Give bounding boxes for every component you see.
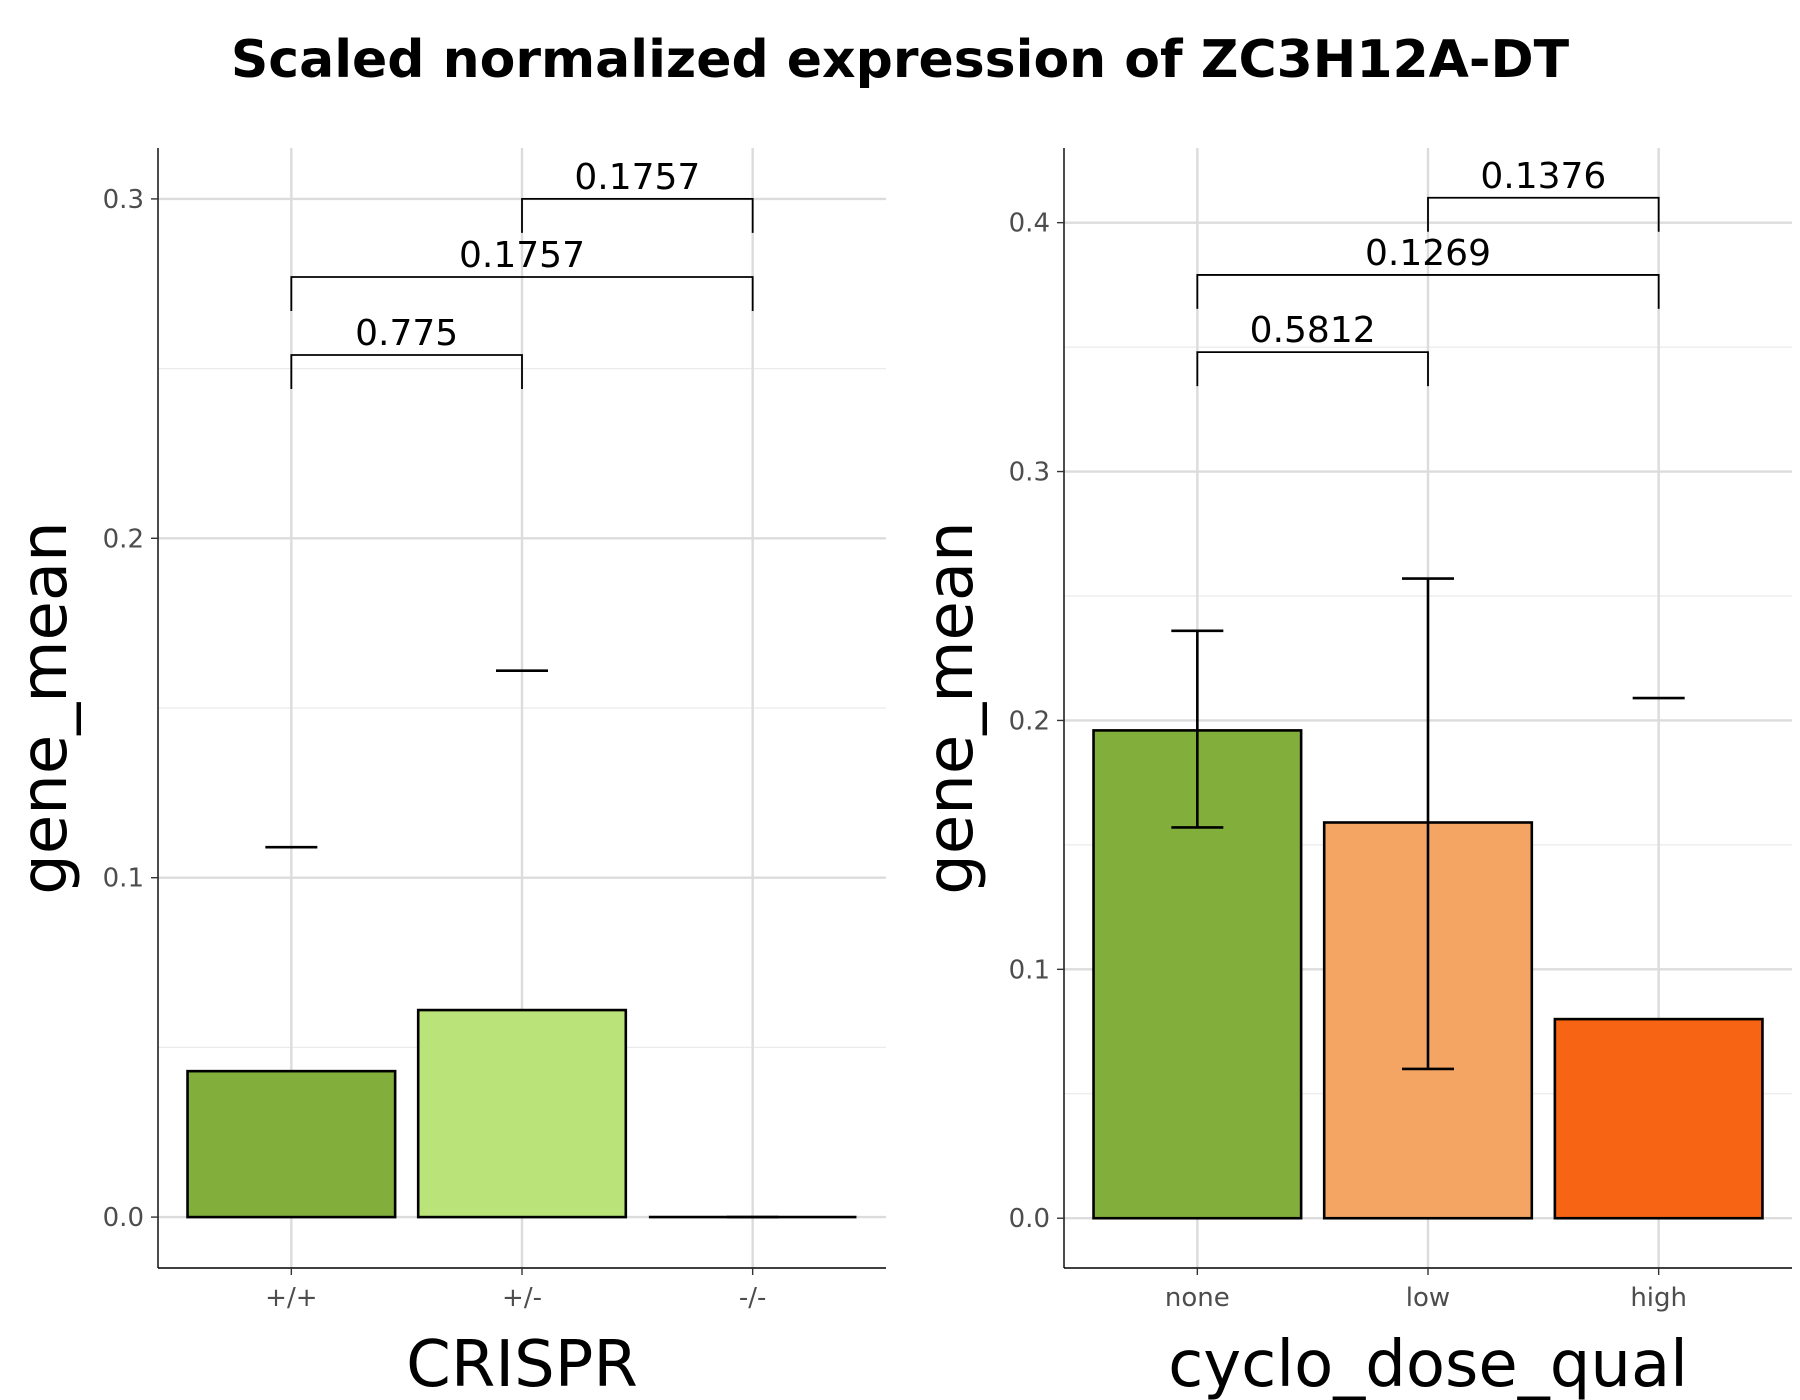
x-tick-label: +/+ <box>265 1283 317 1313</box>
comparison-p-value: 0.5812 <box>1250 310 1376 351</box>
y-tick-label: 0.3 <box>103 185 144 215</box>
y-tick-label: 0.0 <box>103 1203 144 1233</box>
comparison-bracket-line <box>290 276 754 311</box>
comparison-bracket-line <box>1196 274 1660 309</box>
comparison-bracket: 0.1376 <box>1427 156 1660 232</box>
comparison-bracket: 0.1757 <box>290 235 754 311</box>
comparison-bracket-line <box>290 354 523 390</box>
comparison-bracket-line <box>521 198 754 233</box>
y-axis-title: gene_mean <box>8 521 82 894</box>
y-tick-label: 0.2 <box>103 524 144 554</box>
bar-high <box>1553 1017 1764 1220</box>
x-tick-label: +/- <box>502 1283 542 1313</box>
x-axis-title: cyclo_dose_qual <box>1168 1328 1688 1400</box>
comparison-bracket-line <box>1427 196 1660 232</box>
error-bar-none <box>1171 629 1224 829</box>
x-axis-title: CRISPR <box>406 1328 638 1400</box>
comparison-bracket-line <box>1196 351 1429 387</box>
comparison-bracket: 0.1269 <box>1196 233 1660 309</box>
y-tick-label: 0.2 <box>1009 706 1050 736</box>
bar-+/+ <box>186 1069 397 1219</box>
error-bar-low <box>1402 577 1454 1071</box>
comparison-bracket: 0.5812 <box>1196 310 1429 387</box>
comparison-bracket: 0.775 <box>290 313 523 390</box>
y-axis-title: gene_mean <box>914 521 988 894</box>
y-tick-label: 0.3 <box>1009 458 1050 488</box>
y-tick-label: 0.4 <box>1009 209 1050 239</box>
x-tick-label: none <box>1165 1283 1230 1313</box>
comparison-p-value: 0.1757 <box>574 157 700 198</box>
y-tick-label: 0.1 <box>103 864 144 894</box>
page-title: Scaled normalized expression of ZC3H12A-… <box>230 30 1570 90</box>
chart-panel-2: 0.5812 0.1269 0.1376 0.0 0.1 0.2 0.3 0.4 none low… <box>914 148 1792 1400</box>
y-tick-label: 0.0 <box>1009 1204 1050 1234</box>
comparison-p-value: 0.1269 <box>1365 233 1491 274</box>
comparison-bracket: 0.1757 <box>521 157 754 233</box>
x-tick-label: low <box>1406 1283 1450 1313</box>
bar-+/- <box>416 1008 628 1219</box>
y-tick-label: 0.1 <box>1009 955 1050 985</box>
comparison-p-value: 0.775 <box>355 313 458 354</box>
x-tick-label: high <box>1630 1283 1687 1313</box>
x-tick-label: -/- <box>739 1283 767 1313</box>
comparison-p-value: 0.1376 <box>1480 156 1606 197</box>
comparison-p-value: 0.1757 <box>459 235 585 276</box>
